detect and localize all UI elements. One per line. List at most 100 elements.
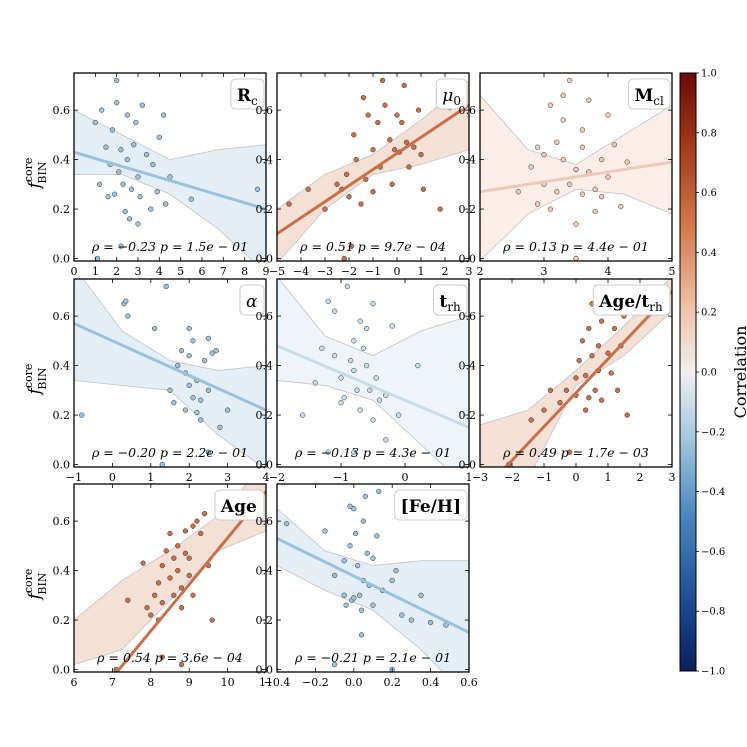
y-tick-label: 0.0: [256, 664, 274, 677]
data-point: [150, 161, 156, 168]
rho-text: ρ = −0.21: [294, 650, 359, 665]
colorbar-tick-label: 1.0: [701, 69, 717, 80]
colorbar-tick-label: −0.2: [701, 427, 725, 438]
data-point: [351, 506, 357, 512]
data-point: [109, 127, 116, 133]
regression-line: [114, 490, 266, 672]
data-point: [389, 577, 395, 584]
data-point: [312, 380, 319, 386]
panel-frame: [73, 278, 267, 468]
data-point: [579, 191, 586, 197]
data-point: [573, 166, 579, 173]
regression-line: [74, 150, 266, 211]
data-point: [201, 357, 208, 364]
data-point: [348, 243, 355, 249]
data-point: [186, 325, 192, 332]
x-tick-label: 1: [147, 471, 154, 484]
data-point: [566, 77, 573, 84]
x-tick-label: 2: [442, 265, 449, 278]
data-point: [534, 201, 541, 207]
data-point: [92, 119, 98, 126]
p-text: p = 3.6e − 04: [155, 650, 243, 665]
panel-1: 0 1 2 3 4 5 6 7 8 9 0.0 0.2 0.4 0.6 ρ = −0.23 p = 1.5e …: [53, 72, 270, 278]
data-point: [131, 142, 137, 148]
y-tick-label: 0.4: [459, 154, 477, 167]
y-tick-label: 0.4: [256, 154, 274, 167]
panel-label-box: [239, 284, 265, 316]
x-tick-label: −1: [66, 471, 82, 484]
data-point: [560, 117, 566, 123]
x-tick-label: 9: [186, 676, 193, 689]
data-point: [156, 134, 162, 140]
data-point: [618, 203, 624, 210]
stat-annotation: ρ = −0.23 p = 1.5e − 01: [91, 239, 248, 254]
data-point: [126, 216, 133, 222]
data-point: [94, 255, 101, 261]
x-tick-label: 0.4: [422, 676, 440, 689]
data-point: [159, 461, 165, 467]
data-point: [528, 164, 534, 170]
y-axis-label: fcoreBIN: [22, 364, 49, 397]
data-point: [370, 301, 376, 307]
data-point: [125, 597, 131, 603]
data-point: [171, 400, 177, 406]
data-point: [375, 119, 381, 126]
x-tick-label: 8: [241, 265, 248, 278]
data-point: [103, 144, 109, 150]
data-point: [611, 325, 618, 332]
data-point: [579, 127, 586, 133]
y-tick-label: 0.6: [53, 104, 71, 117]
colorbar-tick-label: 0.6: [701, 188, 717, 199]
data-point: [399, 119, 405, 126]
x-tick-label: 8: [147, 676, 154, 689]
data-point: [159, 600, 165, 606]
data-point: [379, 77, 386, 84]
p-text: p = 1.7e − 03: [561, 445, 649, 460]
x-tick-label: 1: [418, 265, 425, 278]
data-point: [586, 97, 592, 103]
data-point: [420, 186, 427, 192]
data-point: [186, 382, 192, 389]
rho-text: ρ = 0.49: [502, 445, 557, 460]
data-point: [560, 156, 566, 163]
data-point: [582, 372, 589, 379]
x-tick-label: −5: [269, 265, 285, 278]
data-point: [254, 186, 261, 192]
data-point: [541, 151, 547, 158]
data-point: [190, 592, 196, 598]
rho-text: ρ = 0.51: [299, 239, 354, 254]
data-point: [198, 530, 204, 537]
data-point: [116, 169, 122, 175]
data-point: [190, 395, 196, 401]
data-point: [334, 181, 340, 187]
label-main: t: [439, 292, 447, 312]
panel-label-box: [394, 489, 468, 521]
x-tick-label: 3: [224, 471, 231, 484]
rho-text: ρ = −0.23: [91, 239, 156, 254]
data-point: [182, 407, 189, 413]
x-tick-label: −1: [365, 265, 381, 278]
x-tick-label: 4: [156, 265, 163, 278]
stat-annotation: ρ = 0.49 p = 1.7e − 03: [502, 445, 649, 460]
panel-frame: [276, 483, 470, 673]
data-point: [347, 543, 353, 549]
x-tick-label: 9: [263, 265, 270, 278]
data-point: [167, 530, 173, 537]
data-point: [360, 518, 367, 524]
data-point: [554, 139, 560, 145]
colorbar-tick-label: −0.8: [701, 607, 725, 618]
data-point: [399, 612, 405, 618]
x-tick-label: −1: [536, 471, 552, 484]
data-point: [114, 100, 120, 106]
data-point: [608, 370, 614, 376]
y-tick-label: 0.0: [459, 253, 477, 266]
data-point: [341, 558, 347, 564]
regression-line: [277, 103, 469, 236]
y-label-main: f: [25, 179, 45, 190]
data-point: [125, 313, 131, 319]
y-axis-label: fcoreBIN: [22, 158, 49, 191]
data-point: [194, 409, 200, 416]
x-tick-label: 0: [71, 265, 78, 278]
data-point: [547, 102, 554, 108]
